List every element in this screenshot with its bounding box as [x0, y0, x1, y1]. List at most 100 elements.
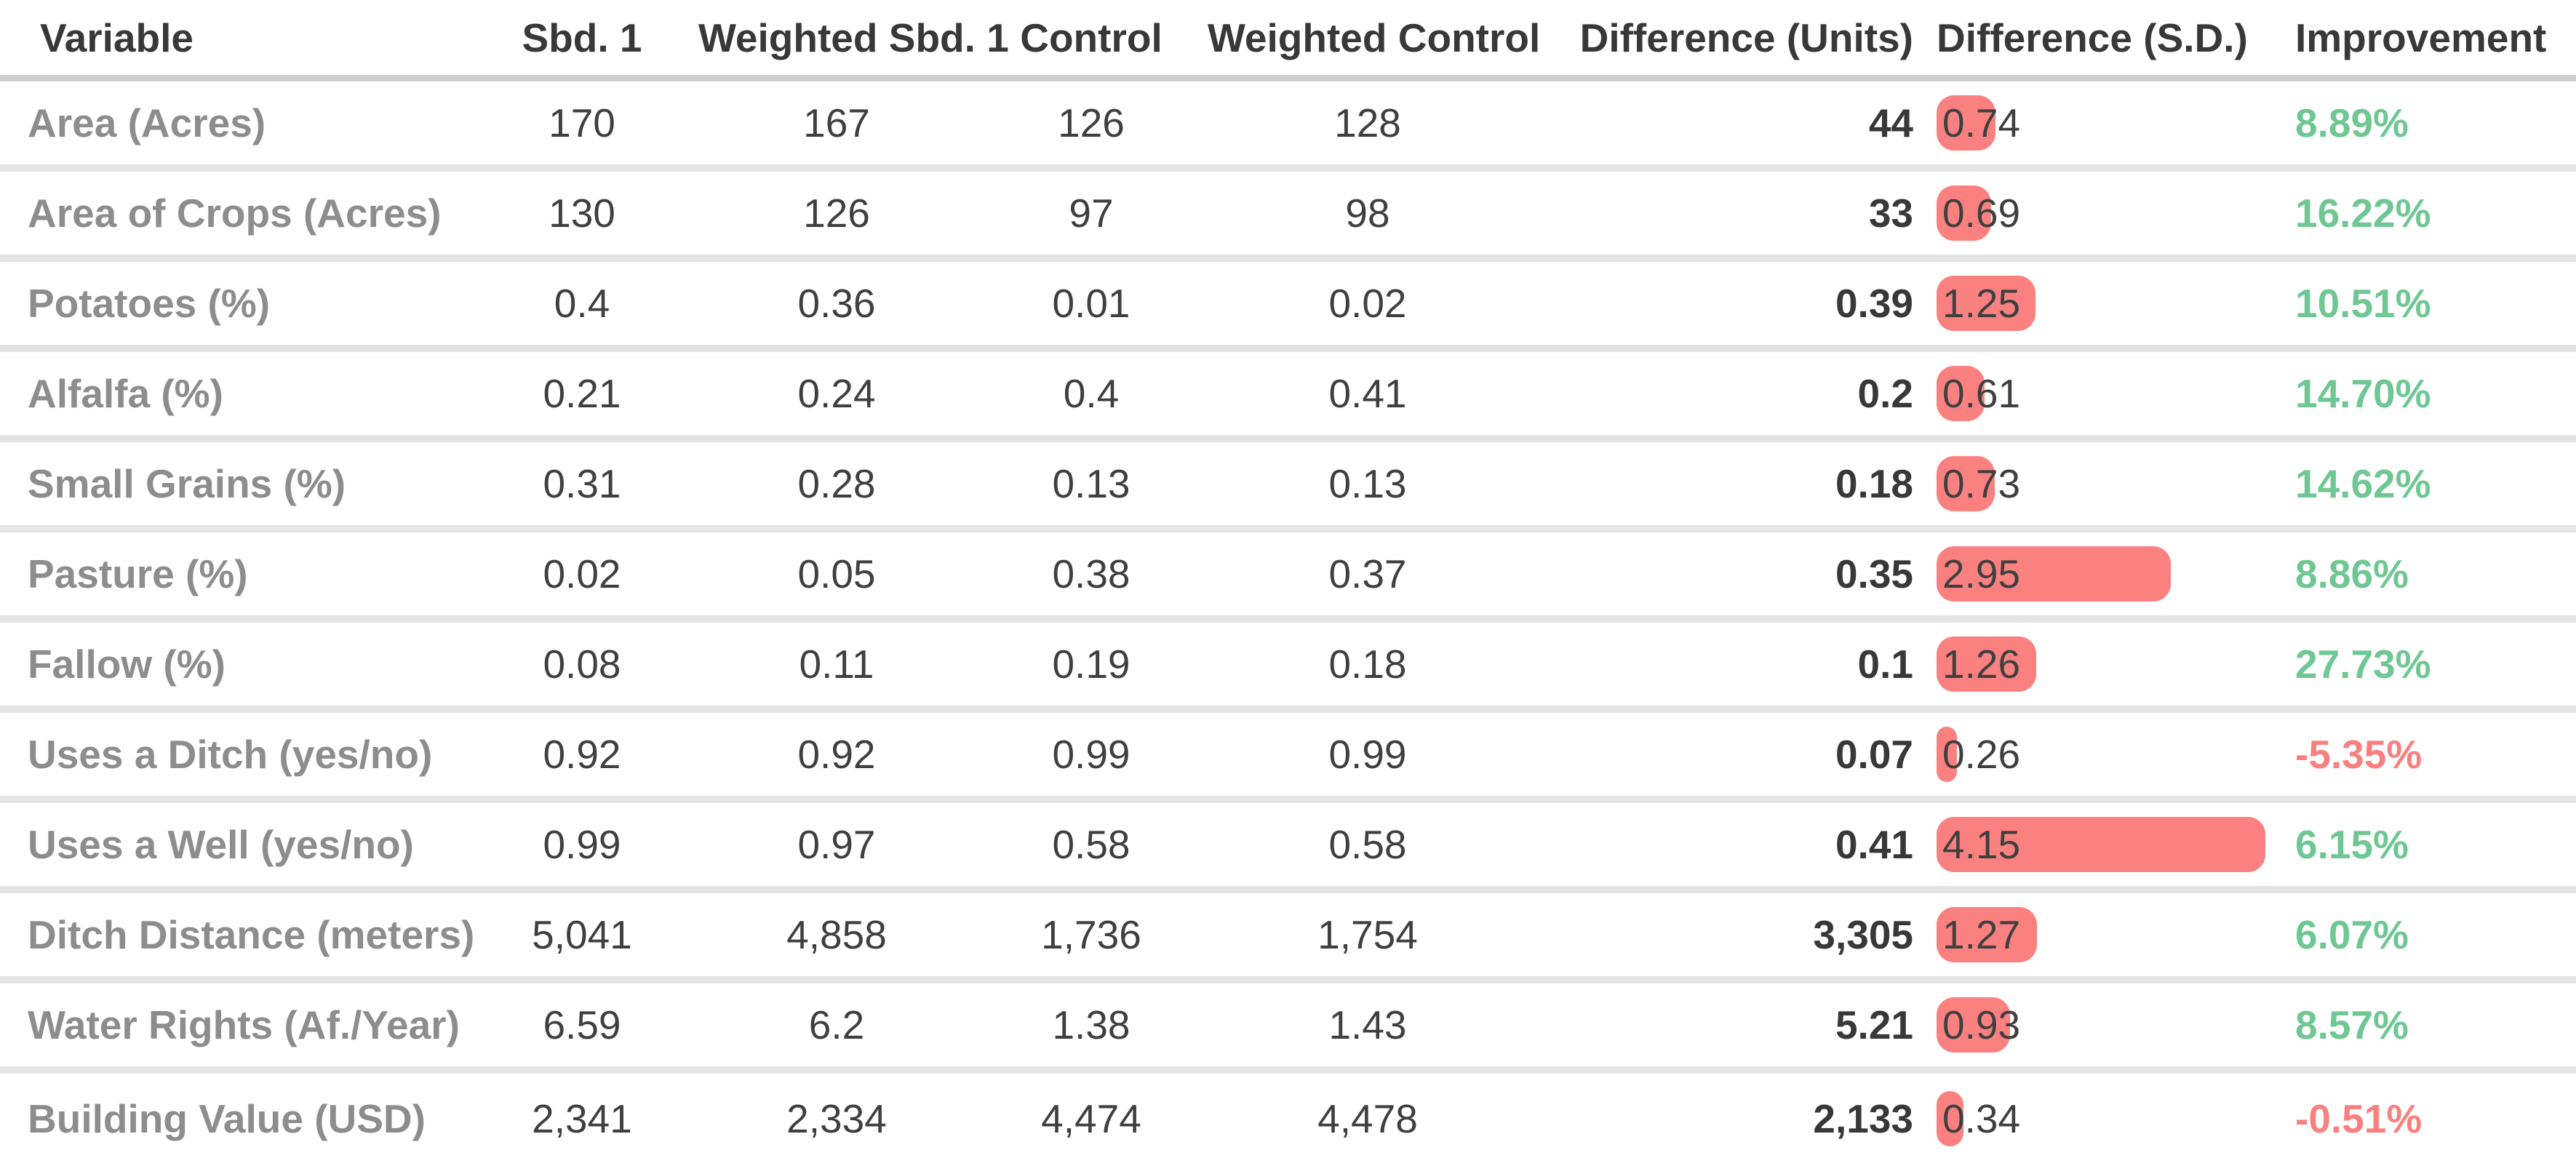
row-label: Area of Crops (Acres) — [28, 191, 442, 236]
control-value: 0.38 — [1052, 551, 1131, 596]
row-label: Potatoes (%) — [28, 281, 271, 326]
weighted-control-value: 0.02 — [1328, 281, 1407, 326]
sbd1-value: 170 — [549, 100, 615, 145]
difference-units-value: 0.2 — [1857, 371, 1913, 416]
improvement-value: 6.07% — [2295, 912, 2409, 957]
weighted-sbd1-value: 0.11 — [799, 642, 874, 687]
difference-sd-value: 0.93 — [1942, 1002, 2021, 1047]
row-label: Water Rights (Af./Year) — [28, 1002, 460, 1047]
control-value: 4,474 — [1041, 1096, 1141, 1141]
difference-sd-cell: 1.26 — [1937, 623, 2295, 706]
column-header-sbd1: Sbd. 1 — [522, 15, 642, 60]
difference-sd-cell: 0.26 — [1937, 713, 2295, 796]
weighted-sbd1-value: 167 — [803, 100, 870, 145]
weighted-control-value: 0.13 — [1328, 461, 1407, 506]
difference-sd-cell: 0.34 — [1937, 1074, 2295, 1164]
row-label: Uses a Ditch (yes/no) — [28, 732, 433, 777]
improvement-value: -5.35% — [2295, 732, 2423, 777]
sd-magnitude-bar — [1937, 907, 2037, 962]
weighted-sbd1-value: 0.24 — [797, 371, 876, 416]
control-value: 0.13 — [1052, 461, 1131, 506]
table-header-row: Variable Sbd. 1 Weighted Sbd. 1 Control … — [0, 0, 2576, 81]
sbd1-value: 130 — [549, 191, 615, 236]
difference-units-value: 0.18 — [1835, 461, 1913, 506]
row-label: Building Value (USD) — [28, 1096, 426, 1141]
table-row: Water Rights (Af./Year) 6.59 6.2 1.38 1.… — [0, 983, 2576, 1074]
difference-sd-value: 0.74 — [1942, 100, 2021, 145]
column-header-control: Control — [1020, 15, 1163, 60]
weighted-sbd1-value: 0.28 — [797, 461, 876, 506]
table-row: Pasture (%) 0.02 0.05 0.38 0.37 0.35 2.9… — [0, 532, 2576, 623]
control-value: 0.58 — [1052, 822, 1131, 867]
sbd1-value: 5,041 — [532, 912, 632, 957]
difference-sd-cell: 0.73 — [1937, 442, 2295, 525]
improvement-value: 10.51% — [2295, 281, 2431, 326]
table-row: Area (Acres) 170 167 126 128 44 0.74 8.8… — [0, 81, 2576, 172]
difference-units-value: 44 — [1868, 100, 1913, 145]
sd-magnitude-bar — [1937, 95, 1995, 151]
difference-sd-value: 0.73 — [1942, 461, 2021, 506]
difference-sd-cell: 0.61 — [1937, 352, 2295, 435]
sbd1-value: 0.31 — [543, 461, 621, 506]
sbd1-value: 0.08 — [543, 642, 621, 687]
improvement-value: 14.62% — [2295, 461, 2431, 506]
table-row: Uses a Ditch (yes/no) 0.92 0.92 0.99 0.9… — [0, 713, 2576, 803]
sd-magnitude-bar — [1937, 1091, 1963, 1146]
sd-magnitude-bar — [1937, 817, 2265, 872]
row-label: Pasture (%) — [28, 551, 248, 596]
table-row: Area of Crops (Acres) 130 126 97 98 33 0… — [0, 172, 2576, 262]
row-label: Small Grains (%) — [28, 461, 346, 506]
difference-sd-value: 4.15 — [1942, 822, 2021, 867]
table-row: Ditch Distance (meters) 5,041 4,858 1,73… — [0, 893, 2576, 983]
difference-sd-value: 0.69 — [1942, 191, 2021, 236]
table-row: Alfalfa (%) 0.21 0.24 0.4 0.41 0.2 0.61 … — [0, 352, 2576, 442]
sbd1-value: 0.4 — [554, 281, 610, 326]
sbd1-value: 0.92 — [543, 732, 621, 777]
control-value: 97 — [1069, 191, 1114, 236]
difference-sd-cell: 1.25 — [1937, 262, 2295, 345]
row-label: Uses a Well (yes/no) — [28, 822, 414, 867]
row-label: Area (Acres) — [28, 100, 266, 145]
weighted-control-value: 128 — [1334, 100, 1401, 145]
control-value: 0.4 — [1063, 371, 1120, 416]
table-row: Small Grains (%) 0.31 0.28 0.13 0.13 0.1… — [0, 442, 2576, 532]
improvement-value: 8.86% — [2295, 551, 2409, 596]
sbd1-value: 0.02 — [543, 551, 621, 596]
sd-magnitude-bar — [1937, 997, 2010, 1053]
difference-units-value: 0.41 — [1835, 822, 1913, 867]
difference-units-value: 2,133 — [1813, 1096, 1913, 1141]
difference-sd-value: 0.34 — [1942, 1096, 2021, 1141]
improvement-value: 16.22% — [2295, 191, 2431, 236]
control-value: 0.99 — [1052, 732, 1131, 777]
difference-sd-cell: 4.15 — [1937, 803, 2295, 886]
table-body: Area (Acres) 170 167 126 128 44 0.74 8.8… — [0, 81, 2576, 1164]
improvement-value: 8.57% — [2295, 1002, 2409, 1047]
improvement-value: 6.15% — [2295, 822, 2409, 867]
difference-units-value: 0.07 — [1835, 732, 1913, 777]
weighted-control-value: 1,754 — [1317, 912, 1418, 957]
weighted-control-value: 1.43 — [1328, 1002, 1407, 1047]
sd-magnitude-bar — [1937, 276, 2035, 331]
difference-units-value: 33 — [1868, 191, 1913, 236]
row-label: Alfalfa (%) — [28, 371, 223, 416]
difference-sd-value: 2.95 — [1942, 551, 2021, 596]
weighted-sbd1-value: 4,858 — [786, 912, 887, 957]
improvement-value: 8.89% — [2295, 100, 2409, 145]
difference-sd-cell: 0.93 — [1937, 983, 2295, 1066]
table-row: Uses a Well (yes/no) 0.99 0.97 0.58 0.58… — [0, 803, 2576, 893]
control-value: 1.38 — [1052, 1002, 1131, 1047]
weighted-sbd1-value: 0.92 — [797, 732, 876, 777]
weighted-control-value: 0.99 — [1328, 732, 1407, 777]
table-row: Fallow (%) 0.08 0.11 0.19 0.18 0.1 1.26 … — [0, 623, 2576, 713]
difference-sd-value: 1.25 — [1942, 281, 2021, 326]
weighted-sbd1-value: 0.36 — [797, 281, 876, 326]
difference-units-value: 3,305 — [1813, 912, 1913, 957]
improvement-value: -0.51% — [2295, 1096, 2423, 1141]
weighted-control-value: 0.18 — [1328, 642, 1407, 687]
difference-sd-cell: 1.27 — [1937, 893, 2295, 976]
row-label: Fallow (%) — [28, 642, 226, 687]
sd-magnitude-bar — [1937, 185, 1991, 241]
column-header-weighted-sbd1: Weighted Sbd. 1 — [698, 15, 1009, 60]
difference-sd-cell: 2.95 — [1937, 532, 2295, 615]
